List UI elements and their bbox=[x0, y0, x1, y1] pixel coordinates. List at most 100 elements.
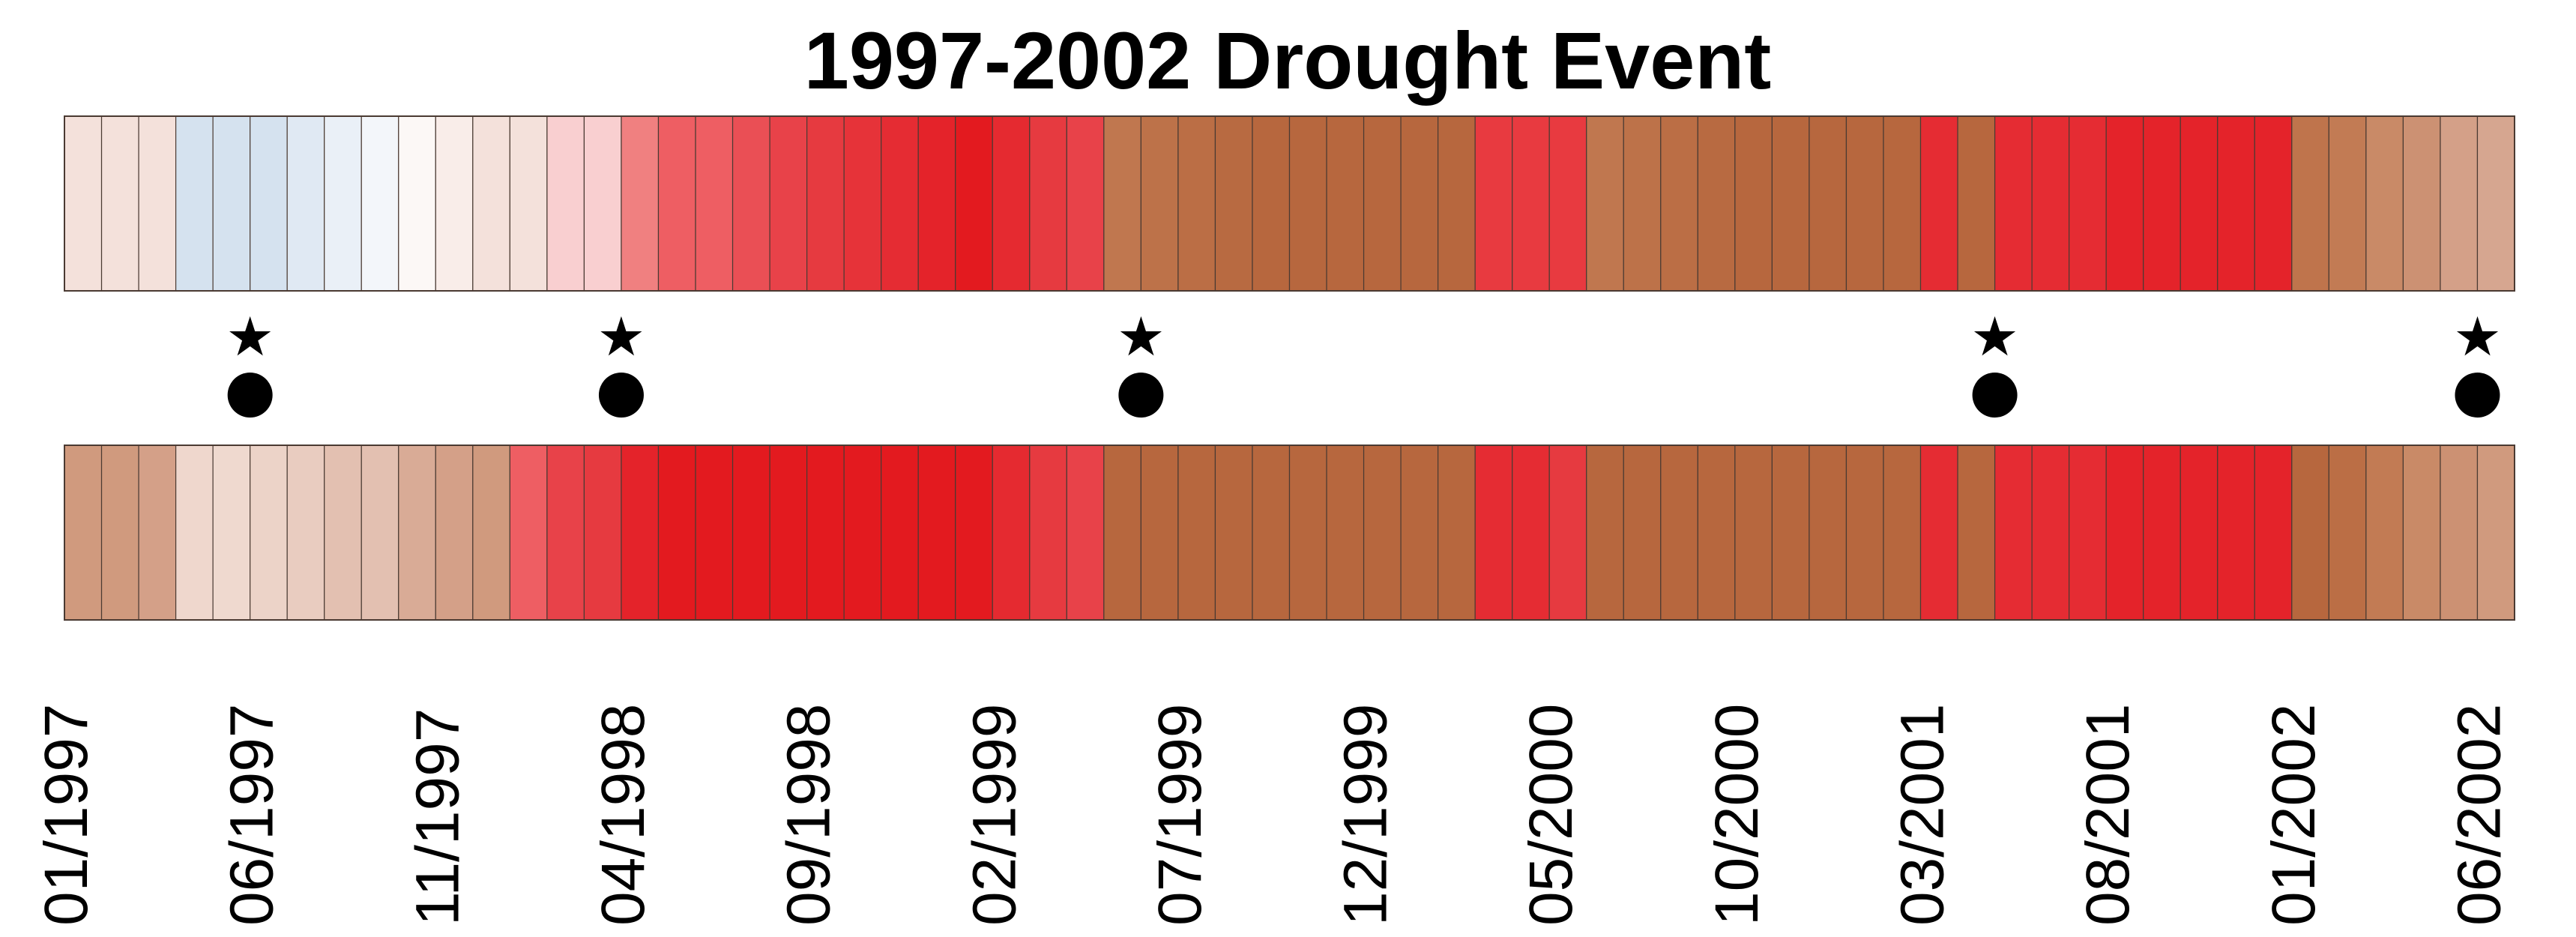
heatmap-cell bbox=[843, 115, 882, 292]
heatmap-cell bbox=[2180, 115, 2218, 292]
heatmap-cell bbox=[2180, 445, 2218, 621]
heatmap-cell bbox=[1548, 115, 1587, 292]
heatmap-cell bbox=[583, 115, 622, 292]
heatmap-cell bbox=[1697, 115, 1736, 292]
heatmap-cell bbox=[955, 115, 993, 292]
heatmap-cell bbox=[1845, 115, 1884, 292]
heatmap-cell bbox=[2254, 445, 2293, 621]
heatmap-cell bbox=[917, 115, 956, 292]
heatmap-cell bbox=[1660, 115, 1698, 292]
heatmap-cell bbox=[1623, 445, 1662, 621]
heatmap-cell bbox=[1697, 445, 1736, 621]
star-marker-icon: ★ bbox=[2453, 305, 2502, 368]
heatmap-row-top bbox=[64, 115, 2515, 292]
heatmap-cell bbox=[2476, 115, 2515, 292]
heatmap-cell bbox=[806, 115, 845, 292]
heatmap-cell bbox=[732, 445, 770, 621]
heatmap-cell bbox=[2069, 445, 2107, 621]
heatmap-cell bbox=[769, 445, 808, 621]
heatmap-cell bbox=[1957, 445, 1996, 621]
heatmap-cell bbox=[1103, 445, 1141, 621]
heatmap-cell bbox=[1029, 445, 1067, 621]
heatmap-cell bbox=[1363, 115, 1402, 292]
heatmap-cell bbox=[138, 445, 177, 621]
heatmap-cell bbox=[100, 115, 139, 292]
x-tick-label: 10/2000 bbox=[1703, 704, 1771, 926]
heatmap-cell bbox=[2105, 115, 2144, 292]
heatmap-cell bbox=[2217, 115, 2255, 292]
event-marker: ★ bbox=[226, 305, 274, 418]
heatmap-cell bbox=[324, 445, 362, 621]
heatmap-cell bbox=[621, 445, 660, 621]
star-marker-icon: ★ bbox=[1970, 305, 2019, 368]
dot-marker-icon bbox=[1118, 373, 1164, 418]
heatmap-cell bbox=[695, 445, 734, 621]
x-tick-label: 05/2000 bbox=[1517, 704, 1585, 926]
heatmap-row-bottom bbox=[64, 445, 2515, 621]
heatmap-cell bbox=[657, 445, 696, 621]
heatmap-cell bbox=[398, 445, 436, 621]
heatmap-cell bbox=[1140, 115, 1179, 292]
heatmap-cell bbox=[1771, 445, 1810, 621]
heatmap-cell bbox=[1474, 115, 1513, 292]
x-tick-label: 04/1998 bbox=[589, 704, 657, 926]
star-marker-icon: ★ bbox=[1117, 305, 1165, 368]
heatmap-row-border bbox=[64, 115, 2515, 292]
dot-marker-icon bbox=[1972, 373, 2018, 418]
heatmap-cell bbox=[1066, 445, 1105, 621]
heatmap-cell bbox=[2476, 445, 2515, 621]
heatmap-cell bbox=[138, 115, 177, 292]
heatmap-cell bbox=[1177, 445, 1216, 621]
heatmap-cell bbox=[732, 115, 770, 292]
x-tick-label: 06/2002 bbox=[2445, 704, 2513, 926]
heatmap-cell bbox=[2143, 115, 2181, 292]
heatmap-cell bbox=[2365, 115, 2404, 292]
heatmap-cell bbox=[250, 115, 288, 292]
event-marker: ★ bbox=[597, 305, 645, 418]
heatmap-cell bbox=[2440, 445, 2479, 621]
x-tick-label: 09/1998 bbox=[775, 704, 843, 926]
heatmap-cell bbox=[324, 115, 362, 292]
heatmap-cell bbox=[1326, 115, 1365, 292]
heatmap-cell bbox=[1586, 115, 1624, 292]
heatmap-cell bbox=[2105, 445, 2144, 621]
x-tick-label: 01/1997 bbox=[32, 704, 100, 926]
heatmap-cell bbox=[1809, 445, 1847, 621]
heatmap-cell bbox=[1623, 115, 1662, 292]
heatmap-cell bbox=[955, 445, 993, 621]
heatmap-cell bbox=[695, 115, 734, 292]
dot-marker-icon bbox=[227, 373, 273, 418]
heatmap-cell bbox=[917, 445, 956, 621]
heatmap-cell bbox=[1438, 445, 1476, 621]
heatmap-cell bbox=[2254, 115, 2293, 292]
heatmap-cell bbox=[398, 115, 436, 292]
heatmap-cell bbox=[1438, 115, 1476, 292]
heatmap-cell bbox=[361, 115, 399, 292]
heatmap-cell bbox=[212, 115, 251, 292]
heatmap-cell bbox=[2440, 115, 2479, 292]
x-tick-label: 06/1997 bbox=[218, 704, 286, 926]
dot-marker-icon bbox=[598, 373, 644, 418]
heatmap-cell bbox=[1771, 115, 1810, 292]
heatmap-cell bbox=[1586, 445, 1624, 621]
heatmap-cell bbox=[1140, 445, 1179, 621]
heatmap-cell bbox=[435, 115, 474, 292]
heatmap-cell bbox=[806, 445, 845, 621]
x-axis-tick-labels: 01/1997 06/1997 11/1997 04/1998 09/1998 02/19… bbox=[32, 704, 2513, 926]
x-tick-label: 08/2001 bbox=[2074, 704, 2142, 926]
heatmap-cell bbox=[250, 445, 288, 621]
event-markers: ★ ★ ★ ★ ★ bbox=[226, 305, 2502, 418]
heatmap-cell bbox=[1252, 115, 1291, 292]
heatmap-cell bbox=[546, 445, 585, 621]
heatmap-cell bbox=[1400, 115, 1439, 292]
heatmap-cell bbox=[1326, 445, 1365, 621]
heatmap-cell bbox=[769, 115, 808, 292]
heatmap-rows bbox=[64, 115, 2515, 621]
dot-marker-icon bbox=[2455, 373, 2500, 418]
heatmap-cell bbox=[286, 115, 325, 292]
heatmap-cell bbox=[175, 445, 214, 621]
heatmap-cell bbox=[472, 115, 510, 292]
heatmap-cell bbox=[1957, 115, 1996, 292]
heatmap-cell bbox=[1029, 115, 1067, 292]
chart-title: 1997-2002 Drought Event bbox=[804, 15, 1771, 106]
